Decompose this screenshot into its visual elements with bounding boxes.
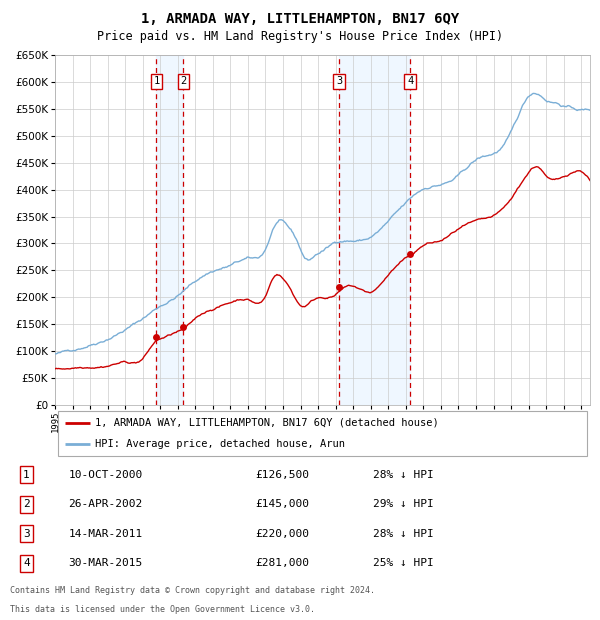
Text: This data is licensed under the Open Government Licence v3.0.: This data is licensed under the Open Gov… bbox=[10, 605, 315, 614]
Text: £126,500: £126,500 bbox=[256, 470, 310, 480]
Text: 30-MAR-2015: 30-MAR-2015 bbox=[68, 558, 143, 569]
Text: 3: 3 bbox=[336, 76, 342, 86]
Text: 26-APR-2002: 26-APR-2002 bbox=[68, 499, 143, 509]
Text: 28% ↓ HPI: 28% ↓ HPI bbox=[373, 470, 433, 480]
Bar bbox=[339, 55, 410, 405]
Text: 3: 3 bbox=[23, 529, 30, 539]
Text: 2: 2 bbox=[180, 76, 187, 86]
Text: 1, ARMADA WAY, LITTLEHAMPTON, BN17 6QY: 1, ARMADA WAY, LITTLEHAMPTON, BN17 6QY bbox=[141, 12, 459, 26]
Text: 14-MAR-2011: 14-MAR-2011 bbox=[68, 529, 143, 539]
Text: 10-OCT-2000: 10-OCT-2000 bbox=[68, 470, 143, 480]
Text: 1, ARMADA WAY, LITTLEHAMPTON, BN17 6QY (detached house): 1, ARMADA WAY, LITTLEHAMPTON, BN17 6QY (… bbox=[95, 418, 439, 428]
Text: Contains HM Land Registry data © Crown copyright and database right 2024.: Contains HM Land Registry data © Crown c… bbox=[10, 586, 375, 595]
Text: 4: 4 bbox=[23, 558, 30, 569]
Text: £281,000: £281,000 bbox=[256, 558, 310, 569]
Text: 4: 4 bbox=[407, 76, 413, 86]
Text: 25% ↓ HPI: 25% ↓ HPI bbox=[373, 558, 433, 569]
Text: 2: 2 bbox=[23, 499, 30, 509]
Text: 1: 1 bbox=[23, 470, 30, 480]
Text: Price paid vs. HM Land Registry's House Price Index (HPI): Price paid vs. HM Land Registry's House … bbox=[97, 30, 503, 43]
FancyBboxPatch shape bbox=[58, 412, 587, 456]
Text: 29% ↓ HPI: 29% ↓ HPI bbox=[373, 499, 433, 509]
Text: £145,000: £145,000 bbox=[256, 499, 310, 509]
Bar bbox=[157, 55, 184, 405]
Text: HPI: Average price, detached house, Arun: HPI: Average price, detached house, Arun bbox=[95, 440, 345, 450]
Text: 1: 1 bbox=[153, 76, 160, 86]
Text: 28% ↓ HPI: 28% ↓ HPI bbox=[373, 529, 433, 539]
Text: £220,000: £220,000 bbox=[256, 529, 310, 539]
